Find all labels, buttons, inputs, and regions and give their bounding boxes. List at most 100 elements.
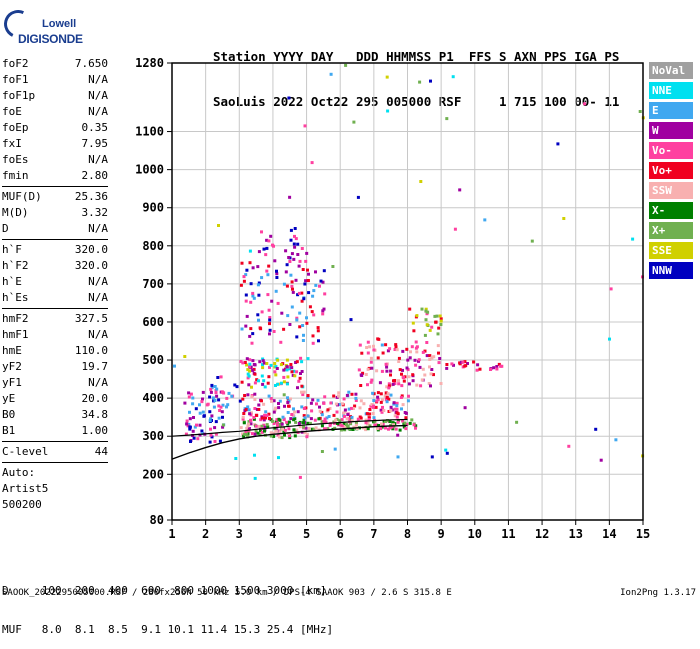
echo-point <box>283 433 286 437</box>
echo-point <box>265 238 269 242</box>
autoscale-line: 500200 <box>2 498 42 511</box>
param-name: hmF2 <box>2 312 29 325</box>
echo-point <box>404 427 408 431</box>
echo-point <box>389 369 393 373</box>
echo-point <box>334 402 338 406</box>
legend-item-noval: NoVal <box>649 62 693 79</box>
echo-point <box>321 280 325 284</box>
echo-point <box>296 253 300 256</box>
echo-point <box>289 228 293 232</box>
echo-point <box>376 391 380 395</box>
echo-point <box>452 363 455 367</box>
echo-point <box>240 261 244 265</box>
echo-point <box>347 417 351 421</box>
echo-point <box>388 347 392 351</box>
echo-point <box>291 290 295 294</box>
echo-point <box>333 447 337 451</box>
echo-point <box>209 417 213 421</box>
echo-point <box>221 425 225 429</box>
y-tick-label: 1000 <box>135 163 164 177</box>
echo-point <box>375 399 379 403</box>
echo-point <box>260 416 264 420</box>
echo-point <box>215 387 219 391</box>
echo-point <box>268 318 272 322</box>
param-name: foEp <box>2 121 29 134</box>
echo-point <box>337 403 341 406</box>
echo-point <box>384 391 388 395</box>
echo-point <box>328 407 332 410</box>
echo-point <box>344 63 348 67</box>
echo-point <box>260 276 264 280</box>
echo-point <box>366 351 370 355</box>
echo-point <box>426 310 430 314</box>
echo-point <box>414 340 418 344</box>
echo-point <box>296 410 300 414</box>
echo-point <box>313 418 317 422</box>
echo-point <box>277 423 281 427</box>
param-name: fmin <box>2 169 29 182</box>
echo-point <box>352 425 356 429</box>
param-name: yE <box>2 392 16 405</box>
echo-point <box>406 368 410 372</box>
echo-point <box>247 374 251 378</box>
echo-point <box>302 425 306 429</box>
echo-point <box>193 425 197 429</box>
echo-point <box>367 418 371 422</box>
echo-point <box>411 321 415 325</box>
echo-point <box>275 367 279 370</box>
echo-point <box>373 419 377 423</box>
x-tick-label: 14 <box>602 527 616 541</box>
echo-point <box>266 293 270 297</box>
echo-point <box>198 423 202 427</box>
echo-point <box>631 237 635 241</box>
echo-point <box>262 402 266 406</box>
echo-point <box>290 305 294 309</box>
echo-point <box>392 401 396 405</box>
echo-point <box>271 243 274 247</box>
echo-point <box>248 369 252 373</box>
echo-point <box>444 448 448 452</box>
echo-point <box>263 429 266 433</box>
echo-point <box>354 421 358 425</box>
echo-point <box>200 429 204 433</box>
echo-point <box>201 397 204 401</box>
true-height-profile <box>171 424 408 460</box>
echo-point <box>219 375 223 379</box>
echo-point <box>329 401 333 405</box>
echo-point <box>262 247 266 251</box>
echo-point <box>387 386 391 390</box>
echo-point <box>475 368 479 372</box>
echo-point <box>303 431 307 435</box>
echo-point <box>192 436 196 440</box>
param-row-fof1: foF1 N/A <box>2 72 108 88</box>
echo-point <box>248 412 252 416</box>
echo-point <box>277 417 281 421</box>
echo-point <box>323 417 327 421</box>
echo-point <box>256 431 260 435</box>
echo-point <box>380 343 384 347</box>
echo-point <box>394 343 398 347</box>
echo-point <box>369 360 373 364</box>
echo-point <box>312 313 316 317</box>
echo-point <box>350 392 354 396</box>
echo-point <box>306 268 309 272</box>
echo-point <box>259 418 263 422</box>
echo-point <box>214 420 218 424</box>
echo-point <box>356 417 360 421</box>
echo-point <box>372 416 376 420</box>
echo-point <box>300 405 304 409</box>
echo-point <box>285 358 289 362</box>
echo-point <box>267 394 271 398</box>
echo-point <box>243 394 247 397</box>
param-name: D <box>2 222 9 235</box>
echo-point <box>273 370 277 374</box>
echo-point <box>614 438 618 442</box>
echo-point <box>423 349 427 353</box>
echo-point <box>342 397 346 401</box>
echo-point <box>594 427 598 431</box>
echo-point <box>191 396 195 400</box>
echo-point <box>316 326 320 330</box>
echo-point <box>354 396 358 400</box>
echo-point <box>245 363 249 367</box>
echo-point <box>267 308 271 312</box>
